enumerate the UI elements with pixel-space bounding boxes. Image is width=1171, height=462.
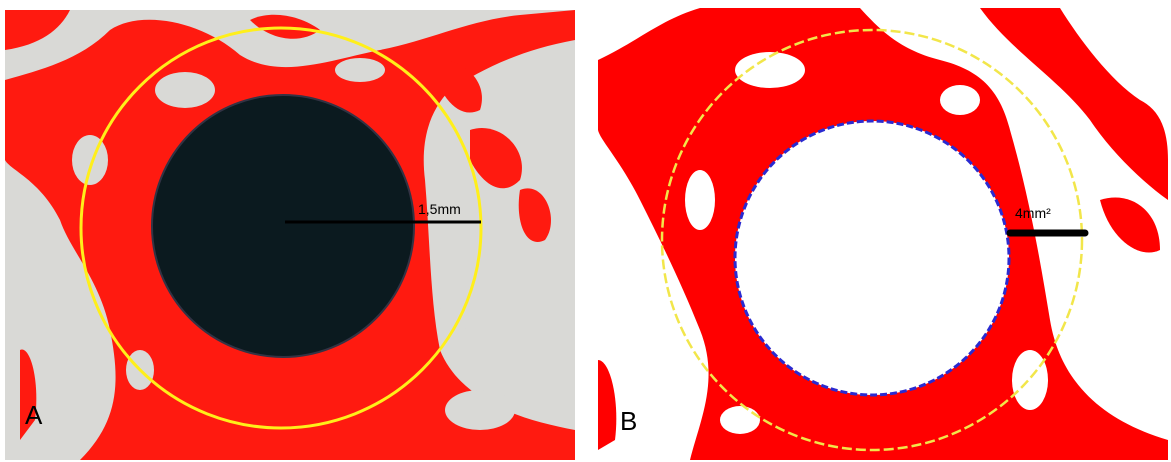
scale-label: 1,5mm bbox=[418, 201, 461, 217]
panel-b: 4mm² B bbox=[598, 8, 1168, 460]
implant-hole bbox=[152, 95, 414, 357]
figure: 1,5mm A 4mm² B bbox=[0, 0, 1171, 462]
implant-outline bbox=[735, 121, 1009, 395]
panel-letter: A bbox=[25, 400, 43, 430]
scale-label: 4mm² bbox=[1015, 205, 1051, 221]
page: 1,5mm A 4mm² B (() => { const data = JSO… bbox=[0, 0, 1171, 462]
panel-a: 1,5mm A bbox=[5, 10, 575, 460]
panel-letter: B bbox=[620, 406, 637, 436]
